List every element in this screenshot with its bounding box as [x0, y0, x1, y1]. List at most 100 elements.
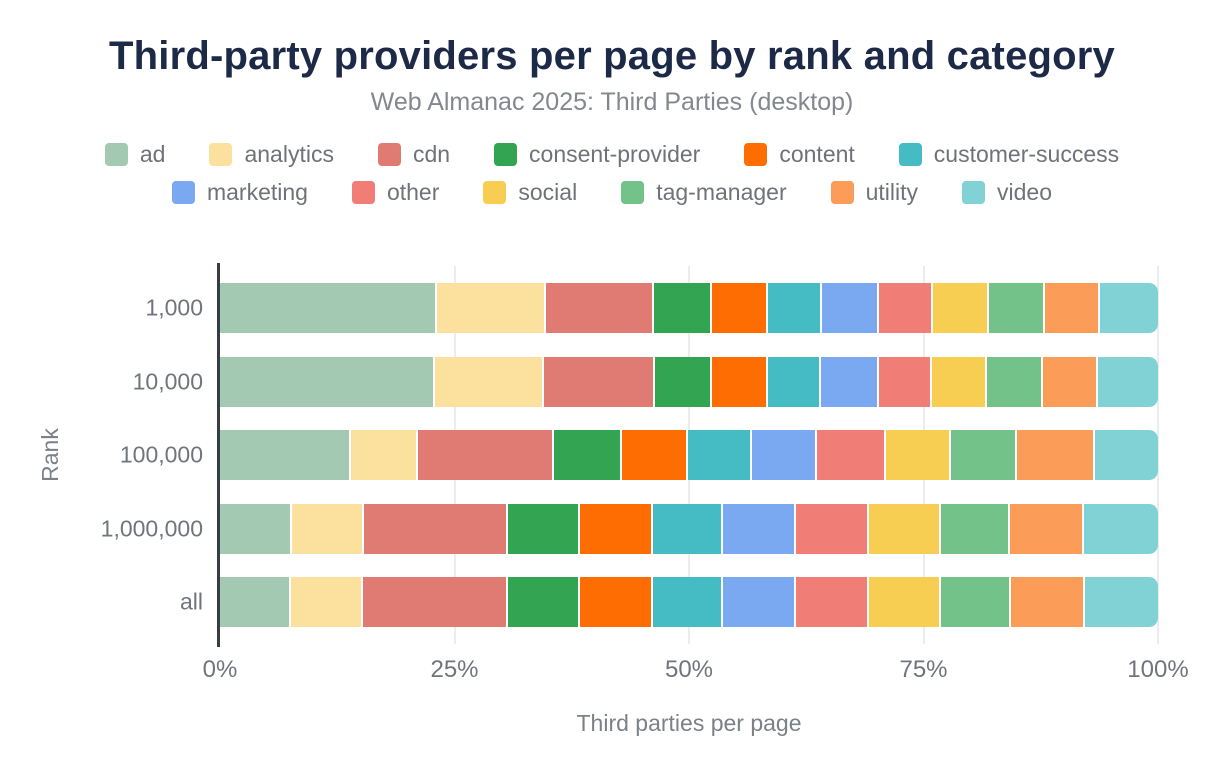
segment-cdn[interactable]: [546, 283, 652, 333]
legend-label: social: [518, 179, 578, 205]
segment-tag-manager[interactable]: [989, 283, 1044, 333]
x-tick-label: 75%: [899, 656, 948, 683]
segment-content[interactable]: [579, 503, 652, 554]
segment-tag-manager[interactable]: [950, 430, 1015, 480]
stacked-bar-100,000: [220, 430, 1158, 480]
segment-consent-provider[interactable]: [508, 577, 578, 627]
x-axis-title: Third parties per page: [576, 710, 802, 736]
segment-cdn[interactable]: [363, 577, 507, 627]
segment-tag-manager[interactable]: [987, 356, 1042, 407]
segment-ad[interactable]: [220, 430, 350, 480]
y-axis-line: [217, 263, 220, 647]
segment-other[interactable]: [795, 577, 867, 627]
x-tick-label: 25%: [430, 656, 479, 683]
segment-ad[interactable]: [220, 503, 290, 554]
segment-customer-success[interactable]: [767, 356, 819, 407]
bar-row-all: all: [180, 577, 1158, 627]
legend-item-cdn[interactable]: cdn: [377, 141, 450, 168]
stacked-bar-1,000,000: [220, 503, 1158, 554]
segment-content[interactable]: [621, 430, 686, 480]
chart-subtitle: Web Almanac 2025: Third Parties (desktop…: [370, 88, 854, 116]
legend-item-consent-provider[interactable]: consent-provider: [494, 141, 700, 168]
segment-marketing[interactable]: [722, 577, 794, 627]
content-swatch-icon: [744, 143, 768, 166]
segment-analytics[interactable]: [351, 430, 417, 480]
segment-ad[interactable]: [220, 283, 436, 333]
legend-item-ad[interactable]: ad: [104, 141, 166, 168]
legend-item-other[interactable]: other: [351, 179, 440, 206]
segment-content[interactable]: [711, 356, 766, 407]
legend-item-social[interactable]: social: [483, 179, 577, 206]
bar-rows: 1,000 10,000 100,000 1,000,000 all: [101, 266, 1159, 644]
segment-ad[interactable]: [220, 577, 289, 627]
segment-video[interactable]: [1100, 283, 1159, 333]
legend-item-analytics[interactable]: analytics: [209, 141, 334, 168]
other-swatch-icon: [351, 181, 375, 204]
legend-label: ad: [139, 141, 166, 167]
legend-label: analytics: [244, 141, 334, 167]
segment-utility[interactable]: [1045, 283, 1099, 333]
segment-video[interactable]: [1097, 356, 1158, 407]
bar-row-1,000: 1,000: [145, 283, 1159, 333]
segment-social[interactable]: [933, 283, 988, 333]
legend-label: marketing: [206, 179, 308, 205]
segment-consent-provider[interactable]: [553, 430, 620, 480]
segment-social[interactable]: [868, 503, 939, 554]
stacked-bar-1,000: [220, 283, 1159, 333]
x-tick-label: 50%: [664, 656, 714, 683]
legend-item-video[interactable]: video: [962, 179, 1052, 206]
segment-marketing[interactable]: [722, 503, 794, 554]
segment-marketing[interactable]: [820, 356, 877, 407]
segment-marketing[interactable]: [821, 283, 877, 333]
segment-analytics[interactable]: [435, 356, 542, 407]
segment-utility[interactable]: [1010, 503, 1082, 554]
x-tick-label: 100%: [1127, 656, 1189, 683]
segment-customer-success[interactable]: [653, 503, 721, 554]
segment-consent-provider[interactable]: [654, 356, 710, 407]
segment-social[interactable]: [886, 430, 949, 480]
segment-video[interactable]: [1094, 430, 1158, 480]
y-tick-label: 1,000: [145, 294, 203, 321]
segment-social[interactable]: [932, 356, 986, 407]
utility-swatch-icon: [830, 181, 854, 204]
legend-item-marketing[interactable]: marketing: [171, 179, 308, 206]
segment-ad[interactable]: [220, 356, 434, 407]
legend-item-customer-success[interactable]: customer-success: [898, 141, 1119, 168]
segment-consent-provider[interactable]: [508, 503, 578, 554]
legend-label: other: [386, 179, 440, 205]
y-axis-title: Rank: [37, 428, 63, 482]
legend-label: tag-manager: [656, 179, 787, 205]
segment-analytics[interactable]: [291, 503, 363, 554]
segment-utility[interactable]: [1043, 356, 1096, 407]
segment-other[interactable]: [795, 503, 867, 554]
segment-consent-provider[interactable]: [653, 283, 710, 333]
segment-social[interactable]: [868, 577, 939, 627]
segment-customer-success[interactable]: [688, 430, 751, 480]
segment-marketing[interactable]: [752, 430, 816, 480]
segment-tag-manager[interactable]: [940, 503, 1009, 554]
segment-cdn[interactable]: [418, 430, 552, 480]
bar-row-10,000: 10,000: [133, 356, 1158, 407]
segment-video[interactable]: [1083, 503, 1158, 554]
segment-content[interactable]: [579, 577, 652, 627]
segment-tag-manager[interactable]: [940, 577, 1010, 627]
segment-customer-success[interactable]: [653, 577, 721, 627]
customer-success-swatch-icon: [898, 143, 922, 166]
segment-utility[interactable]: [1016, 430, 1093, 480]
legend-item-utility[interactable]: utility: [830, 179, 918, 206]
segment-other[interactable]: [817, 430, 885, 480]
segment-other[interactable]: [878, 283, 932, 333]
segment-analytics[interactable]: [437, 283, 545, 333]
segment-customer-success[interactable]: [767, 283, 820, 333]
cdn-swatch-icon: [377, 143, 401, 166]
legend-item-tag-manager[interactable]: tag-manager: [621, 179, 787, 206]
segment-analytics[interactable]: [290, 577, 362, 627]
plot-area: 1,000 10,000 100,000 1,000,000 all 0% 25% 50% 7…: [37, 263, 1189, 736]
segment-video[interactable]: [1084, 577, 1158, 627]
segment-content[interactable]: [711, 283, 766, 333]
segment-other[interactable]: [878, 356, 931, 407]
segment-cdn[interactable]: [364, 503, 507, 554]
segment-utility[interactable]: [1011, 577, 1083, 627]
legend-item-content[interactable]: content: [744, 141, 855, 168]
segment-cdn[interactable]: [543, 356, 653, 407]
